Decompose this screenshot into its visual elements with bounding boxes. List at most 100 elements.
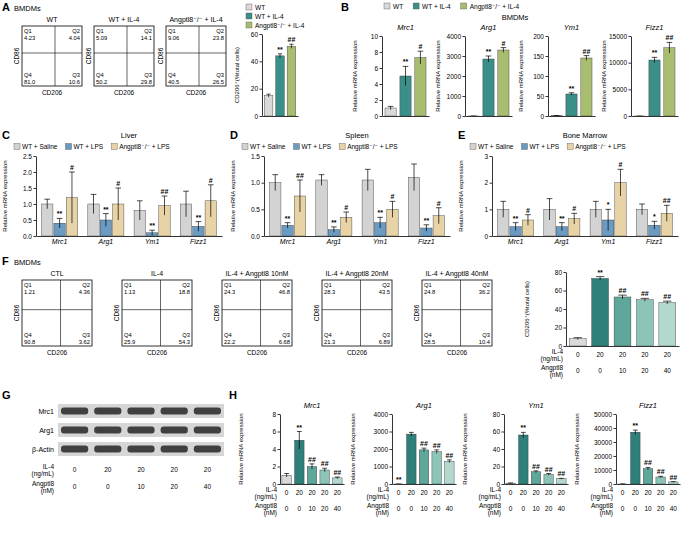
marks [498, 169, 673, 236]
annotations: **# [403, 43, 423, 65]
significance: ## [669, 474, 677, 481]
bar [669, 482, 679, 484]
y-tick: 0 [484, 233, 492, 240]
error-bar [409, 432, 414, 436]
tick-label: 0 [457, 113, 461, 120]
tick-label: 6 [374, 65, 378, 72]
error-bar [424, 225, 430, 231]
y-tick: 5000 [613, 86, 631, 93]
error-bar [639, 204, 645, 215]
plot-frame [322, 280, 392, 346]
significance: ## [657, 468, 665, 475]
error-cap [297, 180, 303, 181]
axis-title: CD206⁺(%total cells) [524, 281, 530, 337]
axis-line [465, 37, 466, 117]
significance: ## [666, 34, 674, 41]
tick-mark [262, 156, 265, 157]
table-value: 10 [137, 483, 145, 490]
tick-mark [390, 484, 393, 485]
error-bar [278, 54, 282, 58]
error-line [93, 194, 94, 213]
quadrant-name: Q1 [124, 282, 132, 288]
error-line [268, 94, 269, 97]
tick-label: 1000 [374, 463, 389, 470]
marks [506, 432, 566, 484]
flow-plot: Angptl8⁻/⁻ + IL-4Q19.06Q223.8Q326.5Q440.… [157, 16, 226, 96]
legend-label: Angptl8⁻/⁻ + LPS [347, 143, 398, 151]
error-bar [658, 476, 663, 477]
tick-label: 0 [540, 113, 544, 120]
y-tick: 40000 [594, 425, 616, 432]
row-label: IL-4(ng/mL) [479, 486, 502, 501]
tick-label: Arg1 [553, 238, 569, 246]
error-bar [513, 223, 519, 231]
error-cap [501, 47, 507, 48]
error-cap [500, 201, 506, 202]
gate-line [22, 53, 82, 54]
error-cap [208, 184, 214, 185]
legend-swatch [14, 144, 20, 150]
tick-mark [502, 467, 505, 468]
legend-label: WT + Saline [478, 143, 514, 150]
axis-title: Relative mRNA expression [574, 413, 580, 484]
error-cap [508, 482, 513, 483]
y-tick: 40 [493, 446, 504, 453]
flow-plot: WTQ14.23Q24.04Q310.6Q481.0CD206CD86 [13, 16, 82, 96]
table-value: 0 [106, 483, 110, 490]
error-line [426, 225, 427, 231]
error-line [523, 432, 524, 437]
error-bar [667, 42, 673, 53]
error-line [608, 209, 609, 230]
y-tick: 10000 [609, 59, 631, 66]
error-cap [57, 218, 63, 219]
chart-title: Arg1 [415, 401, 432, 410]
table-value: 0 [509, 505, 513, 512]
chart-title: Arg1 [480, 23, 497, 32]
error-cap [513, 222, 519, 223]
y-tick: 10000 [594, 467, 616, 474]
error-bar [137, 201, 143, 220]
quadrant-value: 10.6 [69, 79, 80, 85]
error-cap [486, 56, 492, 57]
axis: 0204060 [251, 31, 263, 120]
flow-plot: IL-4 + Angptl8 10nMQ124.3Q246.8Q36.68Q42… [213, 270, 292, 356]
y-tick: 80 [555, 269, 566, 276]
error-cap [149, 230, 155, 231]
tick-label: 150 [533, 53, 544, 60]
tick-mark [262, 209, 265, 210]
tick-label: 3 [484, 153, 488, 160]
tspan: (ng/mL) [541, 355, 563, 363]
error-bar [447, 460, 452, 463]
chart-title: Fizz1 [639, 401, 657, 410]
error-line [620, 169, 621, 196]
flow-plot: IL-4Q11.13Q218.8Q354.3Q425.9CD206CD86 [113, 270, 192, 356]
tick-label: 1.0 [23, 201, 32, 208]
tick-mark [380, 116, 383, 117]
axis-title: CD86 [213, 304, 220, 321]
x-table: IL-4(ng/mL)020202020Angptl8(nM)00102040 [591, 486, 678, 517]
error-cap [571, 213, 577, 214]
legend-swatch [246, 4, 252, 10]
axis-line [567, 346, 680, 347]
error-line [118, 188, 119, 220]
tick-label: Ym1 [601, 238, 616, 245]
axis-line [631, 37, 632, 117]
significance: ## [663, 197, 671, 204]
axis-title: CD206 [247, 349, 268, 356]
tick-mark [463, 116, 466, 117]
significance: # [572, 205, 576, 212]
table-value: 20 [532, 489, 540, 496]
error-bar [500, 201, 506, 217]
marks [569, 277, 675, 346]
axis-line [549, 116, 596, 117]
y-tick: 8 [374, 49, 382, 56]
table-value: 20 [632, 489, 640, 496]
legend-swatch [242, 144, 248, 150]
error-bar [641, 298, 649, 301]
legend: WTWT + IL-4Angptl8⁻/⁻ + IL-4 [384, 3, 519, 11]
tick-label: 50 [537, 93, 545, 100]
significance: # [619, 161, 623, 168]
tick-label: Fizz1 [418, 238, 435, 245]
band [61, 408, 88, 415]
error-cap [559, 222, 565, 223]
